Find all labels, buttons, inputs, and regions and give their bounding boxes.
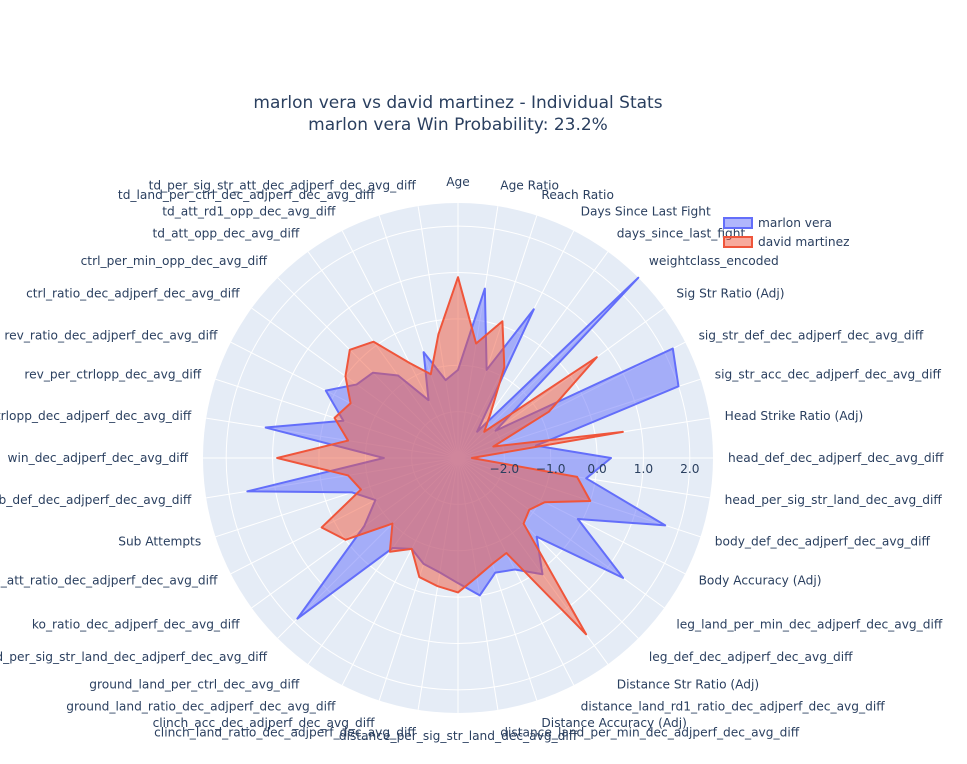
angular-label: ground_land_ratio_dec_adjperf_dec_avg_di… <box>66 700 336 714</box>
chart-subtitle: marlon vera Win Probability: 23.2% <box>308 115 608 135</box>
angular-label: ko_ratio_dec_adjperf_dec_avg_diff <box>32 618 240 632</box>
radial-tick-label: 1.0 <box>634 462 653 476</box>
angular-label: td_land_per_ctrl_dec_adjperf_dec_avg_dif… <box>118 188 375 202</box>
angular-label: sig_str_def_dec_adjperf_dec_avg_diff <box>699 328 924 342</box>
angular-label: Body Accuracy (Adj) <box>699 574 822 588</box>
angular-label: td_att_opp_dec_avg_diff <box>152 227 299 241</box>
angular-label: distance_land_rd1_ratio_dec_adjperf_dec_… <box>581 700 886 714</box>
legend-swatch-marlon-vera <box>723 217 753 229</box>
angular-label: head_per_sig_str_land_dec_avg_diff <box>725 493 943 507</box>
radial-tick-label: −1.0 <box>536 462 566 476</box>
angular-labels: head_def_dec_adjperf_dec_avg_diff Head St… <box>0 175 944 743</box>
legend-label-marlon-vera: marlon vera <box>758 216 832 230</box>
angular-label: leg_land_per_min_dec_adjperf_dec_avg_dif… <box>676 618 942 632</box>
chart-title: marlon vera vs david martinez - Individu… <box>253 93 662 113</box>
angular-label: ground_per_sig_str_land_dec_adjperf_dec_… <box>0 650 268 664</box>
angular-label: td_att_rd1_opp_dec_avg_diff <box>162 204 336 218</box>
angular-label: leg_def_dec_adjperf_dec_avg_diff <box>649 650 853 664</box>
angular-label: clinch_land_ratio_dec_adjperf_dec_avg_di… <box>154 726 416 740</box>
angular-label: Distance Str Ratio (Adj) <box>617 677 759 691</box>
angular-label: td_per_sig_str_att_dec_adjperf_dec_avg_d… <box>149 178 417 192</box>
legend: marlon vera david martinez <box>723 216 850 249</box>
angular-label: rev_ratio_dec_adjperf_dec_avg_diff <box>4 328 218 342</box>
radial-tick-label: 2.0 <box>680 462 699 476</box>
angular-label: ctrl_ratio_dec_adjperf_dec_avg_diff <box>26 286 240 300</box>
angular-label: distance_land_per_min_dec_adjperf_dec_av… <box>500 726 799 740</box>
angular-label: Sub Attempts <box>118 534 201 548</box>
angular-label: clinch_acc_dec_adjperf_dec_avg_diff <box>153 716 376 730</box>
radial-tick-label: −2.0 <box>490 462 520 476</box>
radial-ticks: −2.0 −1.0 0.0 1.0 2.0 <box>490 462 700 476</box>
angular-label: days_since_last_fight <box>617 227 746 241</box>
angular-label: win_dec_adjperf_dec_avg_diff <box>8 451 189 465</box>
angular-label: distance_per_sig_str_land_dec_avg_diff <box>339 729 578 743</box>
angular-label: body_def_dec_adjperf_dec_avg_diff <box>715 534 931 548</box>
angular-label: Reach Ratio <box>541 188 613 202</box>
series-area-david-martinez[interactable] <box>276 276 624 636</box>
angular-label: Head Strike Ratio (Adj) <box>725 409 864 423</box>
angular-label: weightclass_encoded <box>649 254 779 268</box>
legend-swatch-david-martinez <box>723 236 753 248</box>
angular-label: Sig Str Ratio (Adj) <box>676 286 784 300</box>
series-layer <box>246 276 680 636</box>
angular-label: Age <box>446 175 470 189</box>
angular-label: ctrl_per_min_opp_dec_avg_diff <box>81 254 268 268</box>
angular-label: sub_def_dec_adjperf_dec_avg_diff <box>0 493 192 507</box>
angular-label: Days Since Last Fight <box>581 204 711 218</box>
legend-label-david-martinez: david martinez <box>758 235 850 249</box>
radial-tick-label: 0.0 <box>587 462 606 476</box>
legend-item-david-martinez[interactable]: david martinez <box>723 235 850 249</box>
angular-label: head_def_dec_adjperf_dec_avg_diff <box>728 451 944 465</box>
angular-label: rev_per_ctrlopp_dec_adjperf_dec_avg_diff <box>0 409 192 423</box>
angular-label: Age Ratio <box>500 178 559 192</box>
angular-label: sig_str_acc_dec_adjperf_dec_avg_diff <box>715 368 942 382</box>
angular-label: sub_att_ratio_dec_adjperf_dec_avg_diff <box>0 574 218 588</box>
legend-item-marlon-vera[interactable]: marlon vera <box>723 216 832 230</box>
angular-label: Distance Accuracy (Adj) <box>541 716 686 730</box>
angular-label: ground_land_per_ctrl_dec_avg_diff <box>89 677 300 691</box>
angular-label: rev_per_ctrlopp_dec_avg_diff <box>24 368 201 382</box>
